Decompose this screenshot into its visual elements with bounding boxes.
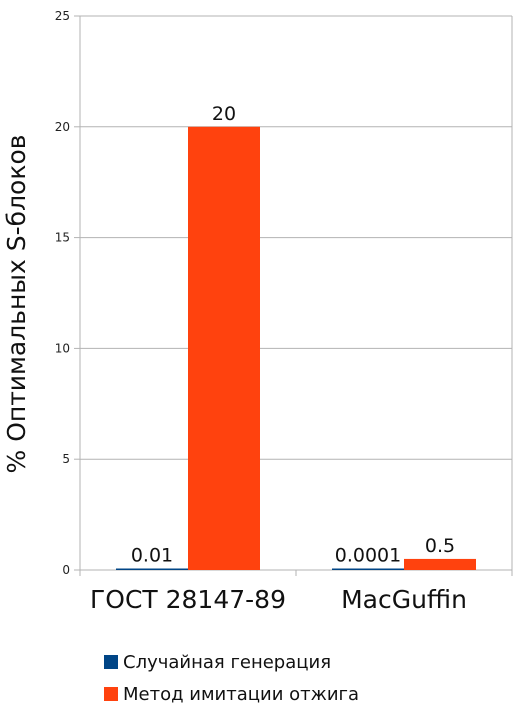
legend-label-0: Случайная генерация bbox=[123, 652, 331, 673]
y-tick-label-1: 5 bbox=[62, 452, 70, 466]
y-axis-ticks: 0 5 10 15 20 25 bbox=[55, 9, 70, 577]
legend-swatch-0 bbox=[104, 655, 118, 669]
y-tick-label-2: 10 bbox=[55, 341, 70, 355]
y-axis-label: % Оптимальных S-блоков bbox=[2, 135, 31, 474]
legend: Случайная генерация Метод имитации отжига bbox=[104, 652, 359, 705]
data-label-0-0: 0.01 bbox=[131, 545, 173, 567]
bars bbox=[116, 126, 476, 571]
y-tick-label-0: 0 bbox=[62, 563, 70, 577]
legend-swatch-1 bbox=[104, 687, 118, 701]
grid-lines bbox=[74, 15, 513, 576]
data-label-1-0: 0.0001 bbox=[335, 545, 401, 567]
bar-1-0 bbox=[332, 568, 404, 570]
x-category-label-0: ГОСТ 28147-89 bbox=[90, 585, 286, 614]
bar-1-1 bbox=[404, 558, 476, 570]
y-tick-label-4: 20 bbox=[55, 120, 70, 134]
data-label-1-1: 0.5 bbox=[425, 535, 455, 557]
data-label-0-1: 20 bbox=[212, 103, 236, 125]
bar-0-1 bbox=[188, 126, 260, 571]
bar-0-0 bbox=[116, 568, 188, 570]
y-tick-label-5: 25 bbox=[55, 9, 70, 23]
x-category-label-1: MacGuffin bbox=[341, 585, 467, 614]
y-tick-label-3: 15 bbox=[55, 231, 70, 245]
x-axis-categories: ГОСТ 28147-89 MacGuffin bbox=[90, 585, 467, 614]
legend-label-1: Метод имитации отжига bbox=[123, 684, 359, 705]
data-labels: 0.01 20 0.0001 0.5 bbox=[131, 103, 455, 567]
